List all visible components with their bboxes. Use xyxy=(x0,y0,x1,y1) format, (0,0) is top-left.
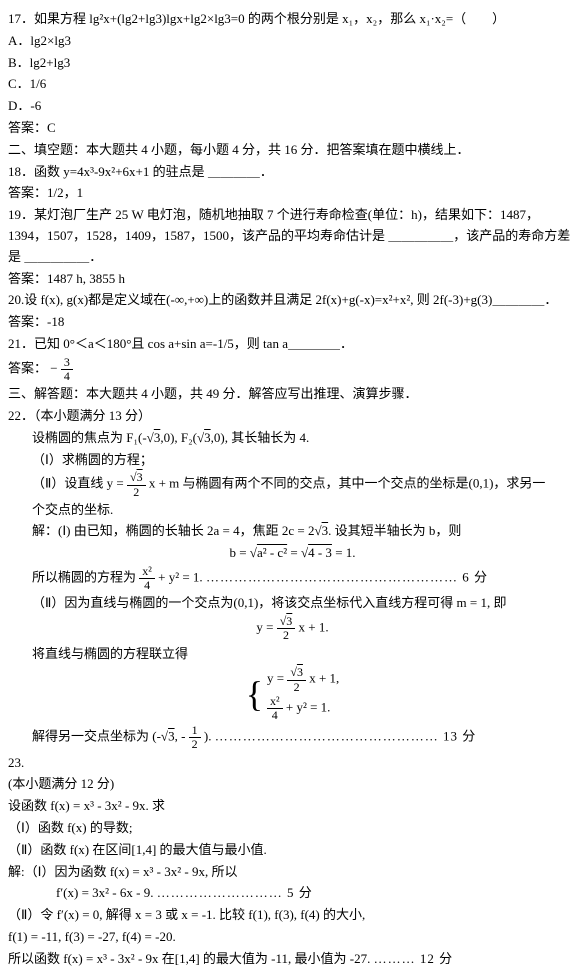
q21-ans-frac: 3 4 xyxy=(61,356,73,383)
q22-sys1: y = √3 2 x + 1, xyxy=(267,666,339,693)
q22-l2: （Ⅰ）求椭圆的方程； xyxy=(32,450,577,471)
q22-sol5: y = √3 2 x + 1. xyxy=(8,615,577,642)
q23-l4: （Ⅱ）函数 f(x) 在区间[1,4] 的最大值与最小值. xyxy=(8,840,577,861)
q23-sol4: f(1) = -11, f(3) = -27, f(4) = -20. xyxy=(8,927,577,948)
q22-sol5-frac: √3 2 xyxy=(277,615,296,642)
q22-sol7: 解得另一交点坐标为 (-√3, - 1 2 ). ………………………………………… xyxy=(32,724,577,751)
section3-title: 三、解答题：本大题共 4 小题，共 49 分．解答应写出推理、演算步骤． xyxy=(8,384,577,405)
q22-system: { y = √3 2 x + 1, x² 4 + y² = 1. xyxy=(8,665,577,723)
q23-sol2: f′(x) = 3x² - 6x - 9. ……………………… 5 分 xyxy=(56,883,577,904)
q23-sol5: 所以函数 f(x) = x³ - 3x² - 9x 在[1,4] 的最大值为 -… xyxy=(8,949,577,970)
q23-head: 23. xyxy=(8,753,577,774)
q22-l3-frac: √3 2 xyxy=(127,471,146,498)
q23-l3: （Ⅰ）函数 f(x) 的导数; xyxy=(8,818,577,839)
q22-l1: 设椭圆的焦点为 F₁(-√3,0), F₂(√3,0), 其长轴长为 4. xyxy=(32,428,577,449)
q23-l2: 设函数 f(x) = x³ - 3x² - 9x. 求 xyxy=(8,796,577,817)
q23-l1: (本小题满分 12 分) xyxy=(8,774,577,795)
section2-title: 二、填空题：本大题共 4 小题，每小题 4 分，共 16 分．把答案填在题中横线… xyxy=(8,140,577,161)
q17-ans: 答案：C xyxy=(8,118,577,139)
brace-icon: { xyxy=(246,676,263,712)
q21-ans-label: 答案： xyxy=(8,360,47,375)
q22-sys2: x² 4 + y² = 1. xyxy=(267,695,339,722)
q18-ans: 答案：1/2，1 xyxy=(8,183,577,204)
q17-optC: C．1/6 xyxy=(8,74,577,95)
q20-stem: 20.设 f(x), g(x)都是定义域在(-∞,+∞)上的函数并且满足 2f(… xyxy=(8,290,577,311)
q17-optA: A．lg2×lg3 xyxy=(8,31,577,52)
q22-sol2: b = √a² - c² = √4 - 3 = 1. xyxy=(8,543,577,564)
q17-optD: D．-6 xyxy=(8,96,577,117)
q19-ans: 答案：1487 h, 3855 h xyxy=(8,269,577,290)
q22-sol3-frac: x² 4 xyxy=(139,565,155,592)
q18-stem: 18．函数 y=4x³-9x²+6x+1 的驻点是 ＿＿＿＿． xyxy=(8,162,577,183)
q17-stem: 17．如果方程 lg²x+(lg2+lg3)lgx+lg2×lg3=0 的两个根… xyxy=(8,9,577,30)
q17-optB: B．lg2+lg3 xyxy=(8,53,577,74)
q21-stem: 21．已知 0°＜a＜180°且 cos a+sin a=-1/5，则 tan … xyxy=(8,334,577,355)
q22-sol3: 所以椭圆的方程为 x² 4 + y² = 1. …………………………………………… xyxy=(32,565,577,592)
q22-l3: （Ⅱ）设直线 y = √3 2 x + m 与椭圆有两个不同的交点，其中一个交点… xyxy=(32,471,577,498)
q22-head: 22．（本小题满分 13 分） xyxy=(8,406,577,427)
q23-sol1: 解:（Ⅰ）因为函数 f(x) = x³ - 3x² - 9x, 所以 xyxy=(8,862,577,883)
q19-stem: 19．某灯泡厂生产 25 W 电灯泡，随机地抽取 7 个进行寿命检查(单位：h)… xyxy=(8,205,577,267)
q22-l4: 个交点的坐标. xyxy=(32,500,577,521)
q22-sol4: （Ⅱ）因为直线与椭圆的一个交点为(0,1)，将该交点坐标代入直线方程可得 m =… xyxy=(32,593,577,614)
q23-sol3: （Ⅱ）令 f′(x) = 0, 解得 x = 3 或 x = -1. 比较 f(… xyxy=(8,905,577,926)
q21-ans: 答案： − 3 4 xyxy=(8,356,577,383)
q22-sol6: 将直线与椭圆的方程联立得 xyxy=(32,644,577,665)
q22-sol1: 解：(Ⅰ) 由已知，椭圆的长轴长 2a = 4，焦距 2c = 2√3. 设其短… xyxy=(32,521,577,542)
q20-ans: 答案：-18 xyxy=(8,312,577,333)
